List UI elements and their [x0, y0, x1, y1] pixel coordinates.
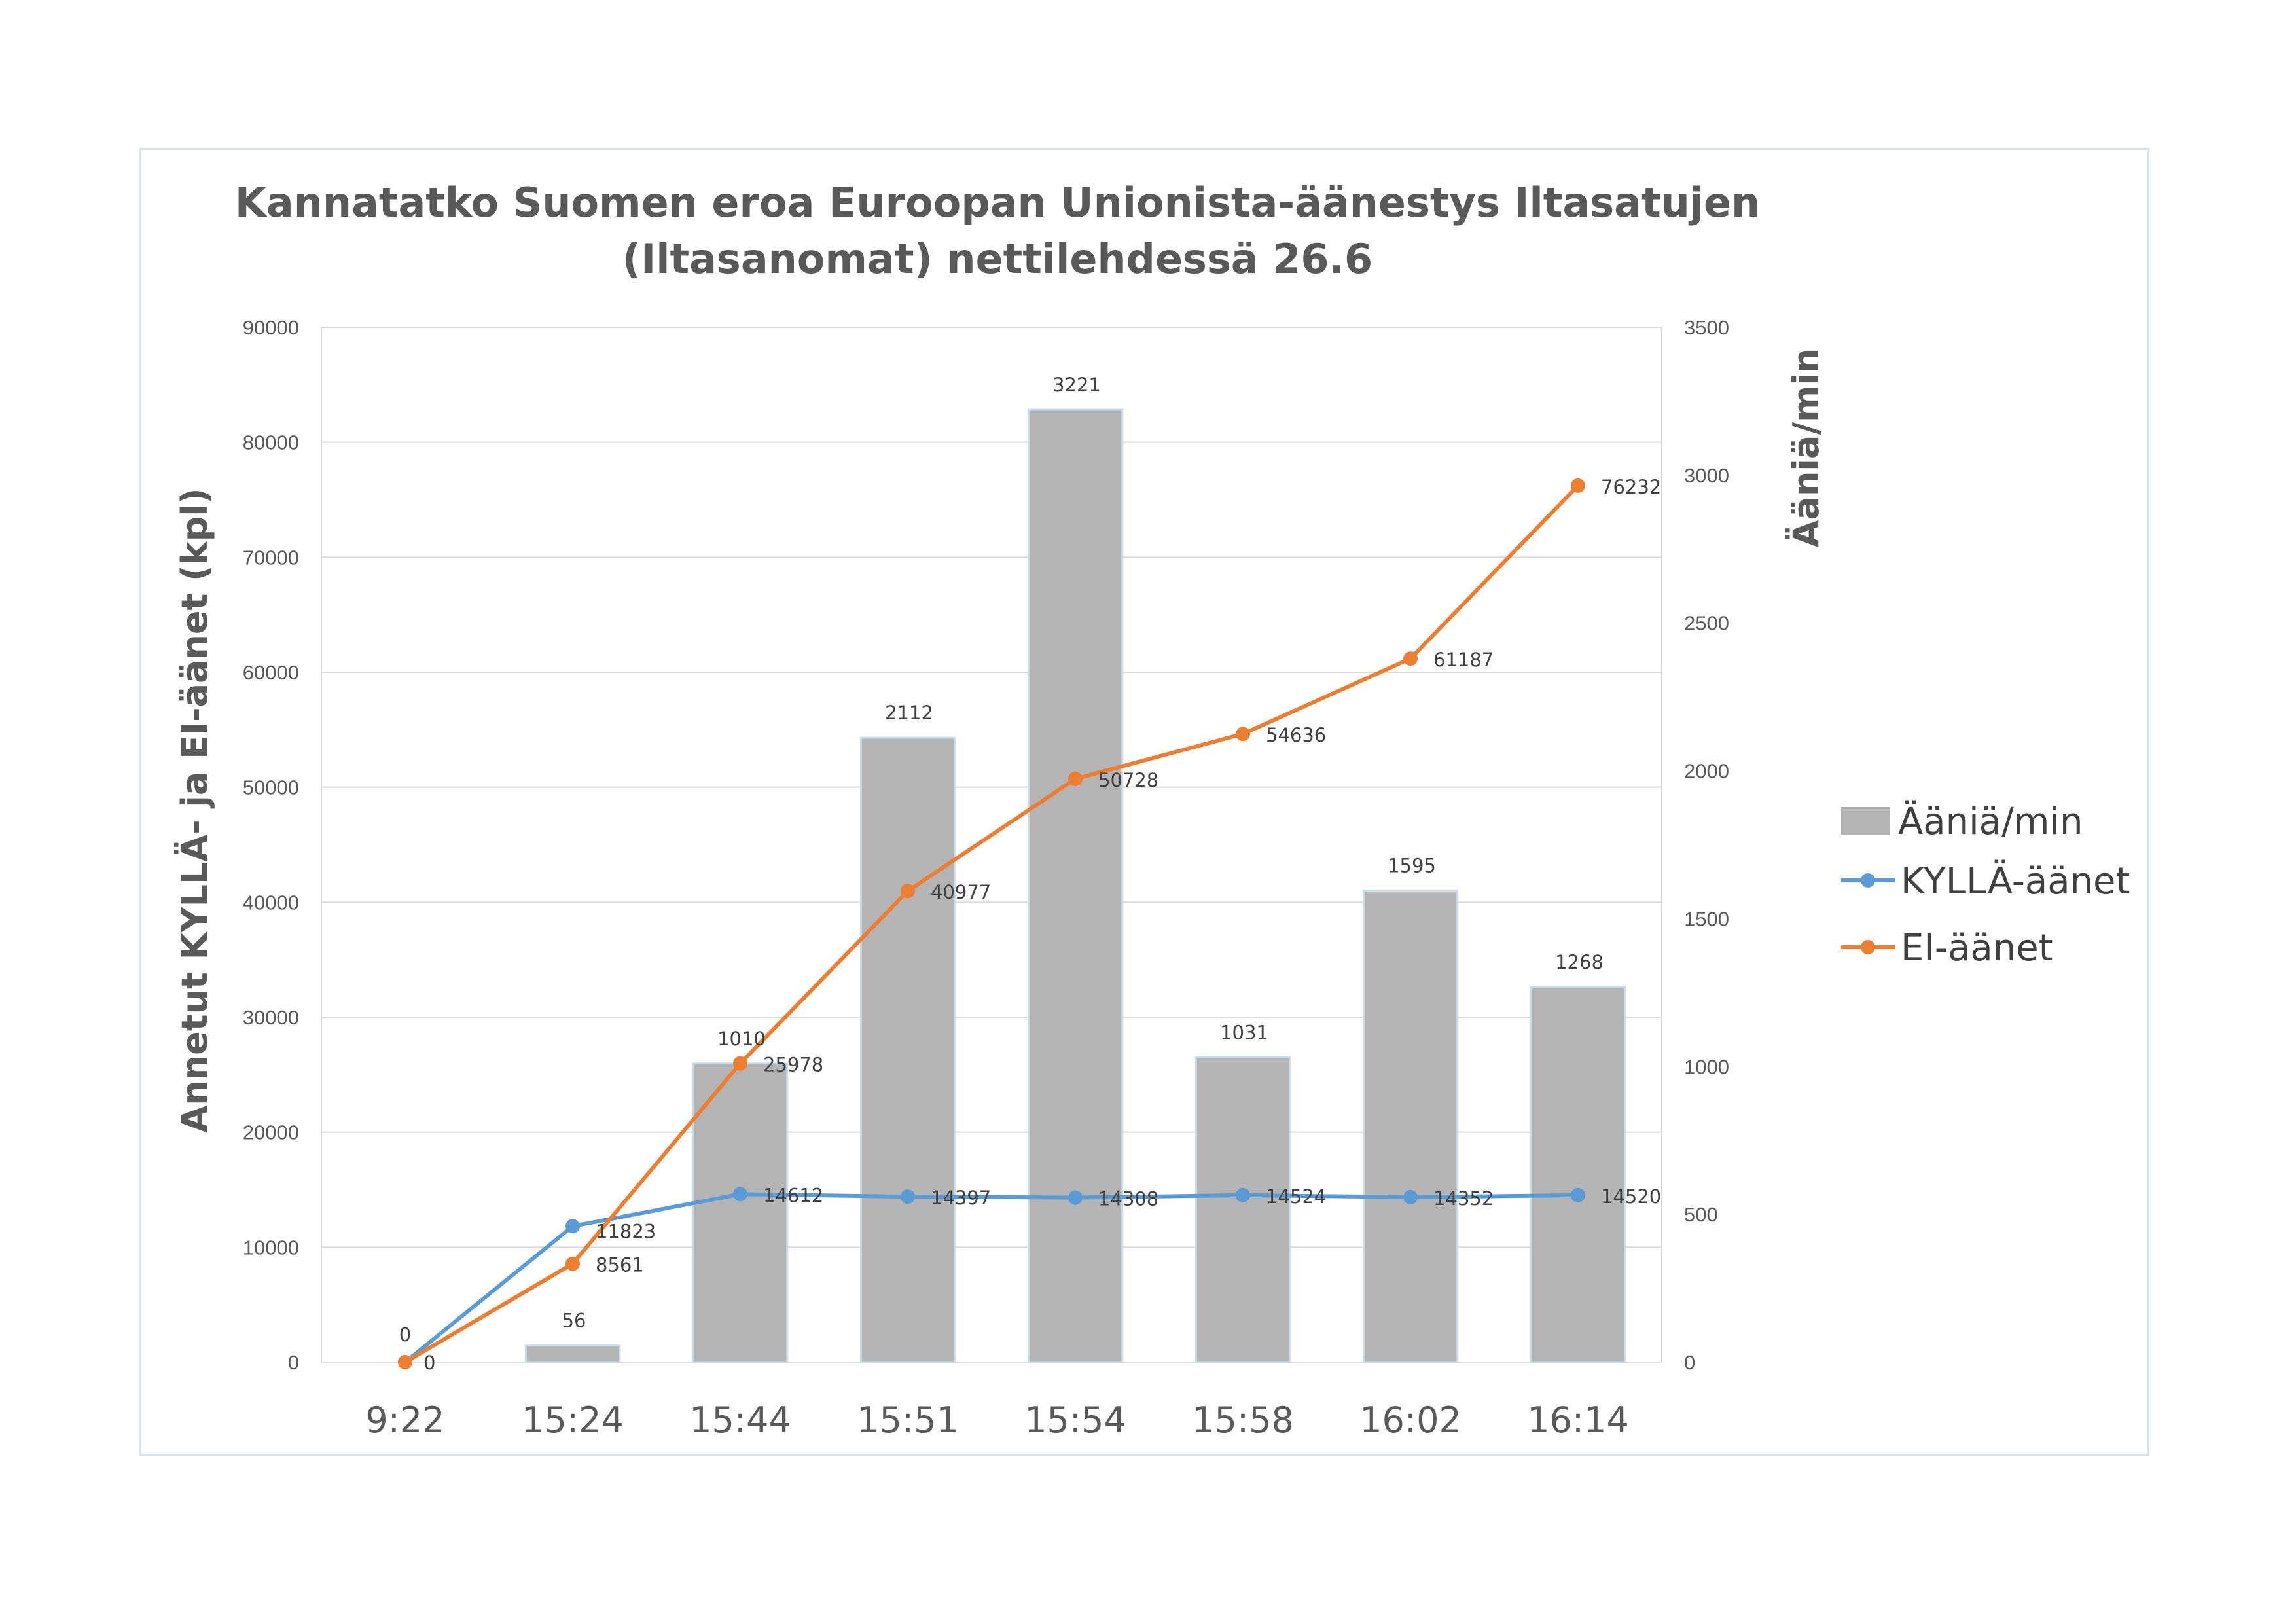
bar — [1194, 1056, 1291, 1363]
ei-point — [398, 1355, 412, 1369]
x-tick-label: 9:22 — [365, 1399, 444, 1441]
ei-point — [1571, 478, 1585, 493]
ei-point — [733, 1056, 747, 1071]
x-tick-label: 15:44 — [689, 1399, 791, 1441]
legend-marker-ei — [1861, 940, 1875, 954]
bar — [524, 1344, 621, 1363]
bar-data-label: 1010 — [717, 1028, 766, 1050]
bars — [524, 408, 1626, 1363]
y-tick-label: 0 — [288, 1351, 299, 1374]
kylla-point — [1403, 1189, 1418, 1204]
ei-data-label: 8561 — [596, 1254, 644, 1276]
ei-point — [1403, 651, 1418, 666]
bar-data-label: 1268 — [1555, 951, 1604, 973]
kylla-point — [1068, 1190, 1083, 1205]
y-tick-label: 10000 — [243, 1236, 299, 1259]
kylla-point — [565, 1219, 580, 1234]
x-tick-label: 15:58 — [1192, 1399, 1294, 1441]
ei-point — [1068, 771, 1083, 786]
x-tick-label: 16:14 — [1527, 1399, 1629, 1441]
ei-data-label: 50728 — [1098, 769, 1158, 791]
combo-chart: 0100002000030000400005000060000700008000… — [174, 179, 2130, 1441]
chart-frame: 0 10000 20000 30000 40000 50000 60000 70000 8000… — [139, 148, 2149, 1456]
kylla-data-label: 11823 — [596, 1220, 656, 1242]
bar — [1362, 890, 1459, 1363]
ei-data-label: 25978 — [763, 1054, 823, 1076]
kylla-data-label: 14524 — [1266, 1185, 1326, 1208]
legend-swatch-bar — [1841, 807, 1890, 835]
y2-tick-label: 500 — [1684, 1203, 1718, 1226]
y-tick-label: 70000 — [243, 546, 299, 569]
x-tick-label: 15:54 — [1024, 1399, 1126, 1441]
x-tick-label: 16:02 — [1359, 1399, 1462, 1441]
ei-data-label: 76232 — [1601, 476, 1661, 498]
bar-data-label: 1595 — [1388, 855, 1436, 877]
kylla-data-label: 14612 — [763, 1184, 823, 1206]
ei-point — [565, 1256, 580, 1271]
bar — [692, 1062, 789, 1363]
y-tick-label: 60000 — [243, 661, 299, 684]
bar-data-label: 2112 — [885, 702, 933, 724]
legend-label-ei: EI-äänet — [1901, 927, 2053, 969]
bar-data-label: 56 — [562, 1310, 586, 1332]
y2-tick-label: 2500 — [1684, 612, 1729, 635]
bar — [1530, 986, 1626, 1363]
legend-marker-kylla — [1861, 873, 1875, 888]
y2-tick-label: 3500 — [1684, 316, 1729, 339]
lines — [398, 478, 1585, 1369]
kylla-point — [1571, 1187, 1585, 1202]
y-tick-label: 80000 — [243, 431, 299, 454]
chart-title-line-2: (Iltasanomat) nettilehdessä 26.6 — [622, 235, 1372, 283]
ei-line — [404, 484, 1580, 1364]
chart-title-line-1: Kannatatko Suomen eroa Euroopan Unionist… — [235, 179, 1760, 226]
x-tick-label: 15:51 — [857, 1399, 959, 1441]
legend: Ääniä/min KYLLÄ-äänet EI-äänet — [1841, 801, 2130, 969]
y-axis-title: Annetut KYLLÄ- ja EI-äänet (kpl) — [174, 488, 215, 1132]
ei-data-label: 40977 — [931, 881, 991, 903]
ei-data-label: 54636 — [1266, 724, 1326, 746]
kylla-point — [733, 1187, 747, 1202]
y-tick-label: 50000 — [243, 776, 299, 799]
y2-tick-label: 2000 — [1684, 760, 1729, 783]
kylla-data-label: 14352 — [1433, 1187, 1494, 1210]
y2-tick-label: 3000 — [1684, 464, 1729, 487]
kylla-point — [1236, 1187, 1250, 1202]
kylla-data-label: 14397 — [931, 1187, 991, 1209]
ei-data-label: 61187 — [1433, 649, 1494, 671]
y-tick-label: 90000 — [243, 316, 299, 339]
y2-axis-title: Ääniä/min — [1785, 348, 1827, 548]
axes: 0100002000030000400005000060000700008000… — [243, 316, 1729, 1441]
bar-data-label: 3221 — [1052, 374, 1101, 396]
legend-label-kylla: KYLLÄ-äänet — [1901, 860, 2130, 903]
y-tick-label: 30000 — [243, 1006, 299, 1029]
bar-data-label: 0 — [399, 1324, 411, 1346]
kylla-data-label: 14520 — [1601, 1185, 1661, 1208]
bar — [1027, 408, 1124, 1363]
kylla-data-label: 14308 — [1098, 1188, 1158, 1210]
data-labels: 0 56 1010 2112 3221 1031 1595 1268 11823 14612 143… — [399, 374, 1661, 1374]
y2-tick-label: 1500 — [1684, 907, 1729, 930]
ei-point — [901, 884, 915, 899]
y-tick-label: 20000 — [243, 1121, 299, 1144]
y2-tick-label: 1000 — [1684, 1055, 1729, 1078]
bar — [859, 736, 956, 1363]
y-tick-label: 40000 — [243, 891, 299, 914]
x-tick-label: 15:24 — [522, 1399, 624, 1441]
ei-point — [1236, 727, 1250, 742]
ei-data-label: 0 — [423, 1352, 435, 1374]
bar-data-label: 1031 — [1220, 1021, 1268, 1043]
kylla-point — [901, 1189, 915, 1204]
kylla-line — [404, 1192, 1579, 1364]
y2-tick-label: 0 — [1684, 1351, 1695, 1374]
legend-label-aania-min: Ääniä/min — [1898, 801, 2083, 843]
